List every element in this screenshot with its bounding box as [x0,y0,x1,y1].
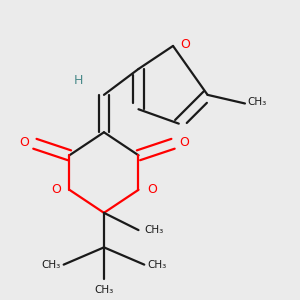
Text: H: H [74,74,83,87]
Text: O: O [180,38,190,51]
Text: CH₃: CH₃ [144,225,164,235]
Text: O: O [51,183,61,196]
Text: O: O [179,136,189,149]
Text: CH₃: CH₃ [94,285,114,295]
Text: CH₃: CH₃ [41,260,61,270]
Text: O: O [19,136,29,149]
Text: O: O [147,183,157,196]
Text: CH₃: CH₃ [147,260,167,270]
Text: CH₃: CH₃ [248,97,267,107]
